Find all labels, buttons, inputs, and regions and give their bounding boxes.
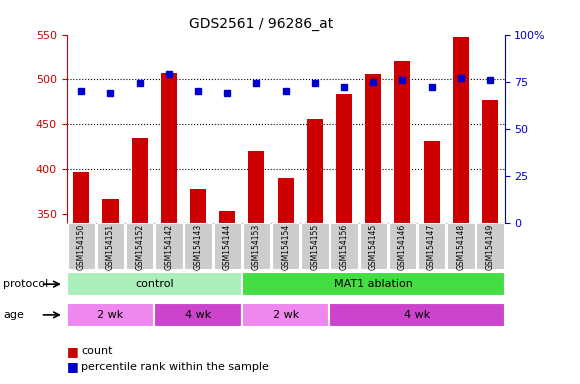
Bar: [482, 100, 498, 384]
FancyBboxPatch shape: [389, 223, 416, 269]
Bar: [73, 172, 89, 384]
Bar: [190, 189, 206, 384]
Text: GSM154143: GSM154143: [194, 224, 202, 270]
Text: 2 wk: 2 wk: [97, 310, 124, 320]
Text: 4 wk: 4 wk: [404, 310, 430, 320]
Text: GSM154147: GSM154147: [427, 224, 436, 270]
Bar: [103, 199, 118, 384]
Text: count: count: [81, 346, 113, 356]
FancyBboxPatch shape: [360, 223, 387, 269]
Text: GSM154148: GSM154148: [456, 224, 465, 270]
Text: GSM154153: GSM154153: [252, 224, 261, 270]
FancyBboxPatch shape: [97, 223, 124, 269]
Bar: [365, 74, 381, 384]
Text: protocol: protocol: [3, 279, 48, 289]
Text: 2 wk: 2 wk: [273, 310, 299, 320]
Bar: [248, 151, 264, 384]
Text: GSM154152: GSM154152: [135, 224, 144, 270]
Text: GSM154151: GSM154151: [106, 224, 115, 270]
Text: GSM154149: GSM154149: [485, 224, 495, 270]
FancyBboxPatch shape: [476, 223, 503, 269]
Bar: [453, 37, 469, 384]
Text: GDS2561 / 96286_at: GDS2561 / 96286_at: [189, 17, 333, 31]
Text: GSM154142: GSM154142: [164, 224, 173, 270]
Text: GSM154144: GSM154144: [223, 224, 232, 270]
Text: GSM154145: GSM154145: [369, 224, 378, 270]
FancyBboxPatch shape: [213, 223, 241, 269]
Text: percentile rank within the sample: percentile rank within the sample: [81, 362, 269, 372]
FancyBboxPatch shape: [331, 223, 358, 269]
Text: GSM154154: GSM154154: [281, 224, 290, 270]
Bar: [423, 141, 440, 384]
Bar: [307, 119, 323, 384]
Bar: [219, 211, 235, 384]
FancyBboxPatch shape: [272, 223, 299, 269]
FancyBboxPatch shape: [447, 223, 474, 269]
Text: MAT1 ablation: MAT1 ablation: [334, 279, 412, 289]
FancyBboxPatch shape: [126, 223, 153, 269]
FancyBboxPatch shape: [184, 223, 212, 269]
FancyBboxPatch shape: [67, 272, 242, 296]
FancyBboxPatch shape: [67, 303, 154, 327]
Text: GSM154155: GSM154155: [310, 224, 320, 270]
Text: ■: ■: [67, 345, 78, 358]
Bar: [132, 137, 148, 384]
Text: GSM154146: GSM154146: [398, 224, 407, 270]
FancyBboxPatch shape: [243, 223, 270, 269]
FancyBboxPatch shape: [301, 223, 328, 269]
Text: GSM154150: GSM154150: [77, 224, 86, 270]
FancyBboxPatch shape: [242, 303, 329, 327]
Text: age: age: [3, 310, 24, 320]
FancyBboxPatch shape: [418, 223, 445, 269]
Bar: [336, 94, 352, 384]
FancyBboxPatch shape: [242, 272, 505, 296]
Text: control: control: [135, 279, 173, 289]
FancyBboxPatch shape: [68, 223, 95, 269]
Text: 4 wk: 4 wk: [185, 310, 211, 320]
Bar: [394, 61, 411, 384]
FancyBboxPatch shape: [155, 223, 183, 269]
FancyBboxPatch shape: [154, 303, 242, 327]
FancyBboxPatch shape: [329, 303, 505, 327]
Text: ■: ■: [67, 360, 78, 373]
Text: GSM154156: GSM154156: [339, 224, 349, 270]
Bar: [278, 178, 293, 384]
Bar: [161, 73, 177, 384]
